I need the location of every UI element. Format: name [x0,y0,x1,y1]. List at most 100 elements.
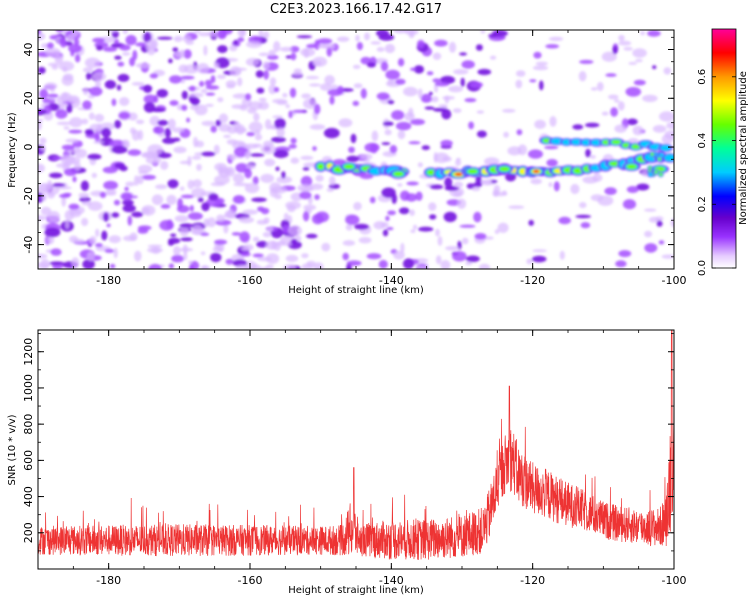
heatmap-cell [253,112,260,122]
heatmap-cell [62,73,74,81]
heatmap-cell [258,101,269,110]
heatmap-cell [51,183,66,187]
heatmap-cell [426,71,434,76]
heatmap-cell [248,121,263,133]
heatmap-cell [132,50,138,61]
heatmap-panel: -180 -160 -140 -120 -100 -40 -20 0 20 40 Height o… [7,29,687,296]
heatmap-cell [239,231,250,243]
heatmap-cell [65,138,79,143]
heatmap-cell [55,30,65,33]
heatmap-cell [50,89,55,93]
heatmap-cell [453,69,469,75]
heatmap-cell [258,266,269,269]
heatmap-cell [95,243,103,248]
heatmap-cell [40,144,46,152]
heatmap-cell [191,187,206,198]
heatmap-cell [644,208,657,212]
heatmap-cell [191,224,203,236]
heatmap-cell [246,40,262,49]
heatmap-cell [181,90,188,100]
heatmap-cell [96,123,103,132]
heatmap-cell [249,153,265,157]
heatmap-cell [369,143,378,154]
heatmap-cell [82,87,89,96]
heatmap-cell [290,137,297,144]
heatmap-cell [254,134,263,141]
heatmap-cell [417,88,423,99]
heatmap-cell [418,226,434,232]
heatmap-cell [210,75,216,84]
heatmap-cell [612,45,618,55]
snr-y-tick-label: 800 [22,414,35,435]
heatmap-cell [549,36,564,42]
heatmap-cell [432,107,448,112]
snr-y-tick-label: 400 [22,486,35,507]
heatmap-cell [183,252,188,261]
heatmap-cell [264,158,276,167]
heatmap-cell [345,224,353,231]
heatmap-cell [84,129,94,136]
heatmap-cell [395,78,406,85]
heatmap-cell [170,233,177,237]
heatmap-cell [95,228,100,238]
heatmap-cell [61,196,67,207]
heatmap-cell [443,211,457,223]
heatmap-cell [46,42,54,49]
heatmap-cell [231,104,245,109]
heatmap-cell [200,88,208,94]
heatmap-cell [258,97,267,102]
heatmap-cell [459,52,467,56]
heatmap-cell [69,117,83,128]
heatmap-cell [243,143,259,149]
heatmap-cell [475,174,482,185]
heatmap-cell [648,216,659,223]
heatmap-cell [59,38,67,48]
heatmap-cell [99,191,107,198]
heatmap-cell [622,199,637,210]
heatmap-cell [276,100,288,105]
heatmap-cell [585,148,591,158]
heatmap-cell [434,39,448,47]
heatmap-cell [39,88,49,100]
snr-ticks: -180 -160 -140 -120 -100 200 400 600 800 1000 1200 [22,330,686,587]
heatmap-cell [93,140,105,144]
heatmap-cell [87,201,103,211]
heatmap-cell [642,94,658,103]
heatmap-x-tick-label: -120 [520,274,545,287]
heatmap-cell [199,80,205,87]
heatmap-ridge-cell [659,172,663,177]
heatmap-cell [292,71,304,77]
heatmap-ridge-cell [650,152,654,157]
snr-y-tick-label: 600 [22,450,35,471]
heatmap-cell [210,125,217,133]
heatmap-cell [338,118,353,128]
heatmap-cell [103,180,118,190]
heatmap-cell [63,126,70,130]
heatmap-cell [276,176,293,184]
heatmap-cell [442,96,455,100]
heatmap-cell [242,209,258,215]
heatmap-ridge-cell [426,169,436,176]
heatmap-cell [168,237,181,244]
heatmap-cell [303,98,317,109]
heatmap-cell [64,168,77,177]
heatmap-cell [503,131,509,138]
heatmap-cell [494,229,500,235]
heatmap-cell [378,34,395,41]
heatmap-cell [182,35,192,43]
heatmap-cell [478,263,491,269]
heatmap-cell [147,244,163,248]
heatmap-cell [216,74,227,80]
heatmap-cell [366,62,376,68]
heatmap-cell [414,266,429,269]
heatmap-cell [279,46,293,52]
heatmap-cell [125,34,137,46]
heatmap-x-tick-label: -100 [662,274,687,287]
heatmap-cell [605,73,617,77]
heatmap-cell [314,103,321,115]
heatmap-cell [183,49,192,59]
heatmap-ridge-cell [622,142,630,148]
heatmap-y-tick-label: -20 [22,187,35,205]
heatmap-cell [44,82,58,90]
heatmap-cell [262,61,270,70]
